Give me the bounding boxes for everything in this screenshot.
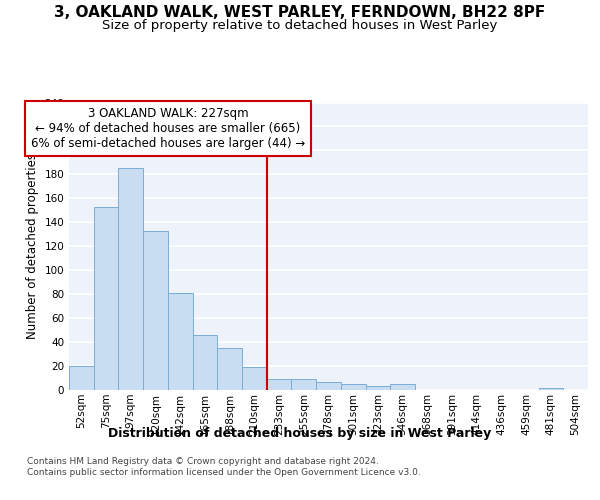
Text: Size of property relative to detached houses in West Parley: Size of property relative to detached ho… bbox=[103, 18, 497, 32]
Bar bbox=[539, 388, 563, 390]
Y-axis label: Number of detached properties: Number of detached properties bbox=[26, 153, 39, 340]
Text: 3, OAKLAND WALK, WEST PARLEY, FERNDOWN, BH22 8PF: 3, OAKLAND WALK, WEST PARLEY, FERNDOWN, … bbox=[55, 5, 545, 20]
Bar bbox=[168, 293, 193, 390]
Bar bbox=[267, 379, 292, 390]
Bar bbox=[292, 379, 316, 390]
Bar bbox=[316, 382, 341, 390]
Bar bbox=[69, 366, 94, 390]
Bar bbox=[390, 384, 415, 390]
Text: Contains HM Land Registry data © Crown copyright and database right 2024.
Contai: Contains HM Land Registry data © Crown c… bbox=[27, 458, 421, 477]
Bar bbox=[242, 367, 267, 390]
Text: Distribution of detached houses by size in West Parley: Distribution of detached houses by size … bbox=[109, 428, 491, 440]
Bar bbox=[217, 348, 242, 390]
Bar bbox=[365, 386, 390, 390]
Bar bbox=[118, 168, 143, 390]
Bar bbox=[341, 384, 365, 390]
Text: 3 OAKLAND WALK: 227sqm
← 94% of detached houses are smaller (665)
6% of semi-det: 3 OAKLAND WALK: 227sqm ← 94% of detached… bbox=[31, 108, 305, 150]
Bar bbox=[143, 230, 168, 390]
Bar bbox=[193, 335, 217, 390]
Bar bbox=[94, 206, 118, 390]
